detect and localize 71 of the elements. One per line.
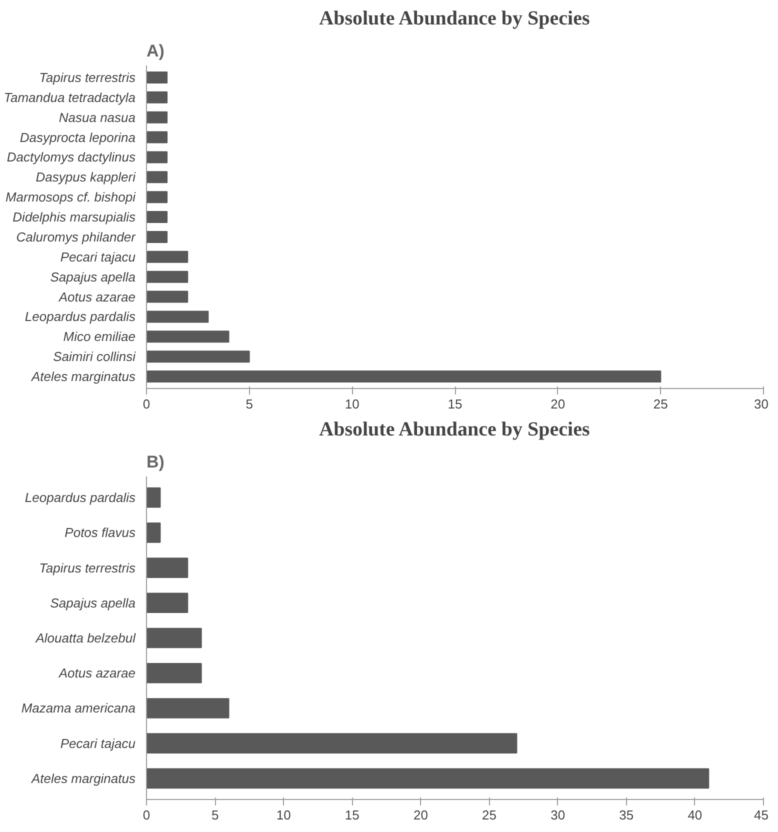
x-tick-label: 25 [653, 396, 668, 412]
y-tick-label: Leopardus pardalis [24, 309, 136, 324]
y-tick-label: Marmosops cf. bishopi [5, 190, 137, 205]
chart-title: Absolute Abundance by Species [319, 8, 590, 30]
y-tick-label: Alouatta belzebul [34, 630, 137, 646]
chart-title: Absolute Abundance by Species [319, 418, 590, 440]
x-tick-label: 5 [246, 396, 253, 412]
bar [146, 91, 168, 104]
bar [146, 250, 188, 263]
y-tick-label: Mico emiliae [63, 329, 136, 344]
y-tick-label: Saimiri collinsi [53, 349, 137, 364]
x-tick-label: 20 [550, 396, 566, 412]
bar [146, 628, 202, 648]
text: A) [146, 42, 164, 60]
x-tick-label: 30 [550, 808, 566, 822]
y-tick-label: Ateles marginatus [30, 369, 136, 384]
y-tick-label: Didelphis marsupialis [12, 210, 136, 225]
y-tick-label: Dasyprocta leporina [20, 130, 136, 145]
bar [146, 370, 662, 383]
bar [146, 71, 168, 84]
y-tick-label: Sapajus apella [50, 269, 136, 284]
y-tick-label: Mazama americana [21, 700, 136, 716]
y-tick-label: Sapajus apella [50, 595, 136, 610]
bar [146, 290, 188, 303]
bar [146, 768, 710, 789]
bar [146, 698, 230, 718]
x-tick-label: 20 [413, 808, 428, 822]
bar [146, 151, 168, 164]
y-tick-label: Pecari tajacu [60, 249, 136, 264]
x-tick-label: 15 [344, 808, 360, 822]
bar [146, 522, 161, 543]
bar [146, 733, 518, 754]
bar [146, 211, 168, 224]
bar [146, 131, 168, 144]
x-tick-label: 15 [448, 396, 462, 412]
y-tick-label: Aotus azarae [58, 289, 136, 304]
x-tick-label: 10 [276, 808, 291, 822]
x-tick-label: 35 [619, 808, 634, 822]
y-tick-label: Tamandua tetradactyla [4, 90, 136, 105]
bar [146, 270, 188, 283]
bar [146, 111, 168, 124]
y-tick-label: Tapirus terrestris [39, 560, 136, 576]
y-tick-label: Potos flavus [64, 525, 136, 540]
bar [146, 171, 168, 184]
x-tick-label: 5 [211, 808, 219, 822]
bar [146, 592, 188, 614]
y-tick-label: Leopardus pardalis [24, 490, 136, 506]
x-tick-label: 0 [142, 396, 150, 412]
text: B) [146, 452, 164, 472]
y-tick-label: Pecari tajacu [60, 736, 136, 751]
bar [146, 330, 230, 343]
y-tick-label: Tapirus terrestris [39, 70, 136, 85]
y-tick-label: Nasua nasua [58, 110, 136, 125]
y-tick-label: Aotus azarae [58, 666, 136, 681]
x-tick-label: 40 [688, 808, 702, 822]
y-tick-label: Caluromys philander [16, 229, 136, 244]
bar [146, 558, 188, 578]
bar [146, 487, 161, 508]
bar [146, 230, 168, 243]
bar [146, 662, 202, 684]
x-tick-label: 45 [754, 808, 769, 822]
x-tick-label: 10 [344, 396, 360, 412]
y-tick-label: Dasypus kappleri [36, 170, 137, 185]
x-tick-label: 25 [482, 808, 497, 822]
bar [146, 310, 209, 323]
x-tick-label: 30 [754, 396, 769, 412]
x-tick-label: 0 [142, 808, 150, 822]
y-tick-label: Ateles marginatus [30, 770, 136, 786]
bar [146, 191, 168, 204]
y-tick-label: Dactylomys dactylinus [6, 150, 136, 165]
bar [146, 350, 250, 363]
